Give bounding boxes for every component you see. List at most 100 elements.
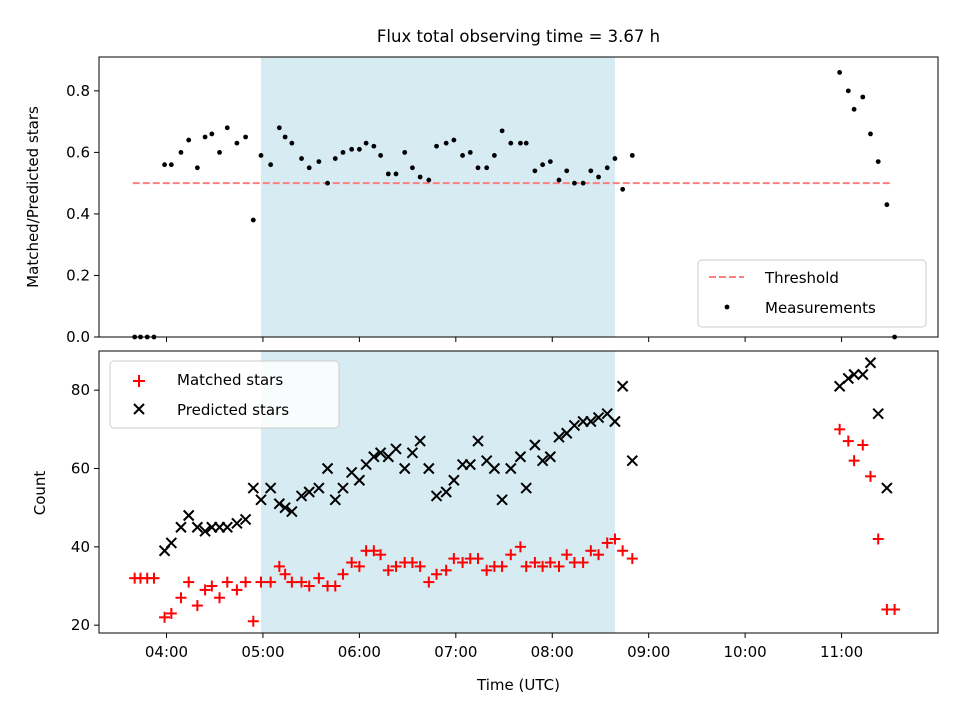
measurement-point (202, 134, 208, 140)
matched-star-point (221, 576, 233, 588)
x-tick-label: 09:00 (627, 643, 670, 661)
matched-star-point (303, 580, 315, 592)
matched-star-point (148, 572, 160, 584)
measurement-point (332, 156, 338, 161)
predicted-star-point (609, 415, 621, 428)
measurement-point (875, 159, 881, 165)
y-tick-label: 60 (71, 460, 90, 478)
predicted-star-point (520, 482, 532, 494)
predicted-star-point (303, 486, 315, 498)
measurement-point (243, 134, 248, 140)
matched-star-point (593, 549, 605, 561)
matched-star-point (457, 557, 469, 568)
measurement-point (282, 134, 288, 140)
predicted-star-point (448, 474, 460, 486)
figure-title: Flux total observing time = 3.67 h (377, 27, 660, 46)
measurement-point (410, 165, 415, 171)
predicted-star-point (616, 380, 629, 392)
matched-star-point (191, 600, 203, 612)
predicted-star-point (165, 537, 178, 549)
predicted-star-point (488, 462, 501, 475)
predicted-star-point (368, 451, 380, 463)
ratio-panel-y-axis-label: Matched/Predicted stars (24, 106, 42, 288)
measurement-point (564, 168, 570, 174)
measurement-point (451, 137, 457, 143)
measurement-point (393, 171, 399, 177)
count-panel-legend[interactable]: Matched stars Predicted stars (109, 360, 340, 429)
predicted-star-point (231, 517, 243, 530)
measurement-point (168, 162, 174, 168)
measurement-point (258, 153, 264, 158)
predicted-star-point (414, 435, 426, 447)
measurement-point (596, 174, 601, 180)
predicted-star-point (872, 407, 884, 420)
predicted-star-point (440, 486, 452, 498)
matched-star-point (206, 580, 218, 592)
x-axis-label: Time (UTC) (476, 676, 560, 694)
measurement-point (508, 140, 514, 146)
measurement-point (217, 149, 222, 155)
count-panel-y-axis-label: Count (31, 471, 49, 516)
x-tick-label: 10:00 (724, 643, 767, 661)
y-tick-label: 0.0 (66, 328, 90, 346)
matched-star-point (273, 560, 285, 572)
x-tick-label: 04:00 (145, 643, 188, 661)
measurement-point (580, 180, 586, 186)
matched-star-point (255, 576, 267, 588)
measurement-point (378, 153, 383, 158)
ratio-panel-data-layer (132, 69, 898, 340)
predicted-star-point (329, 494, 341, 506)
measurement-point (385, 171, 391, 177)
matched-star-point (406, 557, 418, 568)
matched-star-point (390, 560, 402, 572)
ratio-panel-legend[interactable]: Threshold Measurements (697, 259, 927, 328)
measurement-point (443, 140, 449, 146)
x-tick-label: 07:00 (434, 643, 477, 661)
measurement-point (523, 140, 529, 146)
measurement-point (371, 143, 377, 149)
predicted-star-point (221, 521, 233, 533)
predicted-star-point (626, 454, 639, 467)
matched-star-point (231, 584, 243, 596)
predicted-star-point (496, 494, 508, 506)
matched-star-point (848, 455, 860, 467)
matched-star-point (481, 564, 493, 576)
matched-star-point (440, 564, 452, 576)
measurement-point (572, 180, 577, 186)
y-tick-label: 80 (71, 381, 90, 399)
x-tick-label: 06:00 (338, 643, 381, 661)
measurement-point (620, 186, 626, 192)
matched-star-point (337, 568, 349, 580)
legend-measurements-swatch (724, 304, 730, 310)
matched-star-point (346, 557, 358, 568)
measurement-point (178, 149, 184, 155)
measurement-point (845, 88, 851, 94)
predicted-star-point (857, 368, 869, 381)
matched-star-point (561, 549, 573, 561)
measurement-point (884, 202, 890, 208)
predicted-star-point (505, 462, 517, 475)
matched-star-point (626, 553, 638, 565)
ratio-panel-y-axis: 0.0 0.2 0.4 0.6 0.8 (66, 82, 99, 346)
measurement-point (868, 131, 873, 137)
matched-star-point (472, 553, 484, 565)
matched-star-point (537, 560, 549, 572)
x-tick-label: 11:00 (820, 643, 863, 661)
predicted-star-point (313, 482, 325, 494)
y-tick-label: 0.2 (66, 266, 90, 284)
predicted-star-point (337, 482, 349, 494)
measurement-point (540, 162, 546, 168)
predicted-star-point (553, 431, 565, 443)
measurement-point (289, 140, 295, 146)
predicted-star-point (592, 411, 605, 424)
y-tick-label: 0.6 (66, 143, 90, 161)
measurement-point (491, 153, 497, 158)
matched-star-point (279, 568, 291, 580)
legend-predicted-swatch (133, 403, 145, 415)
predicted-star-point (191, 521, 204, 533)
matched-star-point (199, 584, 211, 596)
measurement-point (234, 140, 240, 146)
matched-star-point (240, 576, 252, 588)
measurement-point (325, 180, 330, 186)
